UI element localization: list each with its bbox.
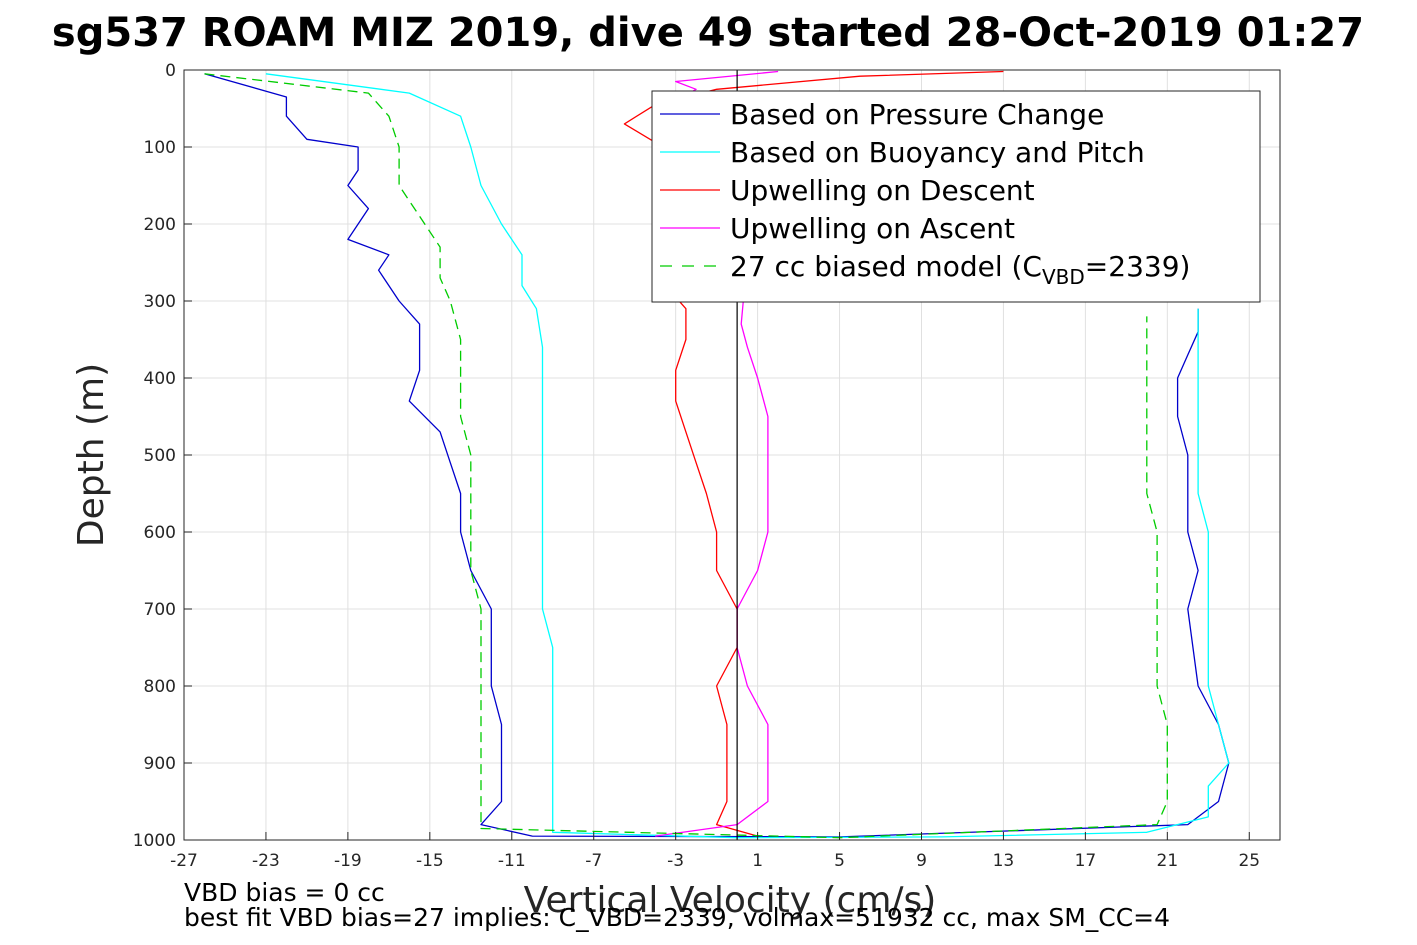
- x-tick-label: -11: [498, 851, 526, 871]
- x-tick-label: 9: [916, 851, 927, 871]
- vbd-bias-note: VBD bias = 0 cc: [184, 878, 385, 907]
- y-tick-label: 900: [144, 754, 176, 774]
- x-tick-label: 17: [1075, 851, 1097, 871]
- x-tick-label: -7: [585, 851, 602, 871]
- axis-ticks: -27 -23 -19 -15 -11 -7 -3 1 5 9 13 17 21 25 0 100 200 300…: [133, 61, 1260, 871]
- y-tick-label: 400: [144, 369, 176, 389]
- legend-label-2: Based on Buoyancy and Pitch: [730, 136, 1145, 169]
- y-tick-label: 600: [144, 523, 176, 543]
- y-tick-label: 800: [144, 677, 176, 697]
- legend-label-3: Upwelling on Descent: [730, 174, 1035, 207]
- legend-box: [651, 90, 1261, 303]
- y-tick-label: 0: [165, 61, 176, 81]
- x-tick-label: 25: [1238, 851, 1260, 871]
- x-axis-label: Vertical Velocity (cm/s): [524, 880, 937, 921]
- series-line-2: [265, 73, 1230, 839]
- x-tick-label: -3: [667, 851, 684, 871]
- series-line-5: [204, 73, 1168, 839]
- x-tick-label: 21: [1157, 851, 1179, 871]
- x-tick-label: -23: [252, 851, 280, 871]
- y-tick-label: 700: [144, 600, 176, 620]
- x-tick-label: -27: [170, 851, 198, 871]
- x-tick-label: 13: [993, 851, 1015, 871]
- x-tick-label: -15: [416, 851, 444, 871]
- y-axis-label: Depth (m): [71, 363, 112, 547]
- series-line-1: [204, 73, 1230, 838]
- legend-label-4: Upwelling on Ascent: [730, 212, 1015, 245]
- legend-label-1: Based on Pressure Change: [730, 98, 1104, 131]
- x-tick-label: -19: [334, 851, 362, 871]
- chart-title: sg537 ROAM MIZ 2019, dive 49 started 28-…: [52, 10, 1364, 56]
- series-line-3: [623, 70, 1004, 837]
- y-tick-label: 300: [144, 292, 176, 312]
- legend-label-5: 27 cc biased model (CVBD=2339): [730, 250, 1190, 289]
- series-group: [204, 70, 1230, 839]
- y-tick-label: 100: [144, 138, 176, 158]
- y-tick-label: 500: [144, 446, 176, 466]
- y-tick-label: 200: [144, 215, 176, 235]
- x-tick-label: 5: [834, 851, 845, 871]
- y-tick-label: 1000: [133, 831, 176, 851]
- best-fit-note: best fit VBD bias=27 implies: C_VBD=2339…: [184, 903, 1171, 932]
- x-tick-label: 1: [752, 851, 763, 871]
- legend: Based on Pressure Change Based on Buoyanc…: [651, 90, 1261, 303]
